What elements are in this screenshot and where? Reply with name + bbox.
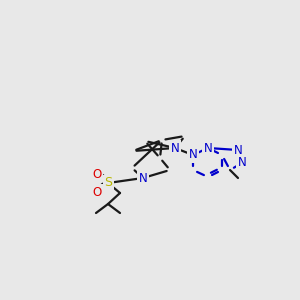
Text: S: S <box>104 176 112 190</box>
Text: O: O <box>92 185 102 199</box>
Text: N: N <box>171 142 179 154</box>
Text: N: N <box>234 143 242 157</box>
Text: N: N <box>139 172 147 184</box>
Text: N: N <box>238 157 246 169</box>
Text: N: N <box>204 142 212 154</box>
Text: O: O <box>92 167 102 181</box>
Text: N: N <box>189 148 197 161</box>
